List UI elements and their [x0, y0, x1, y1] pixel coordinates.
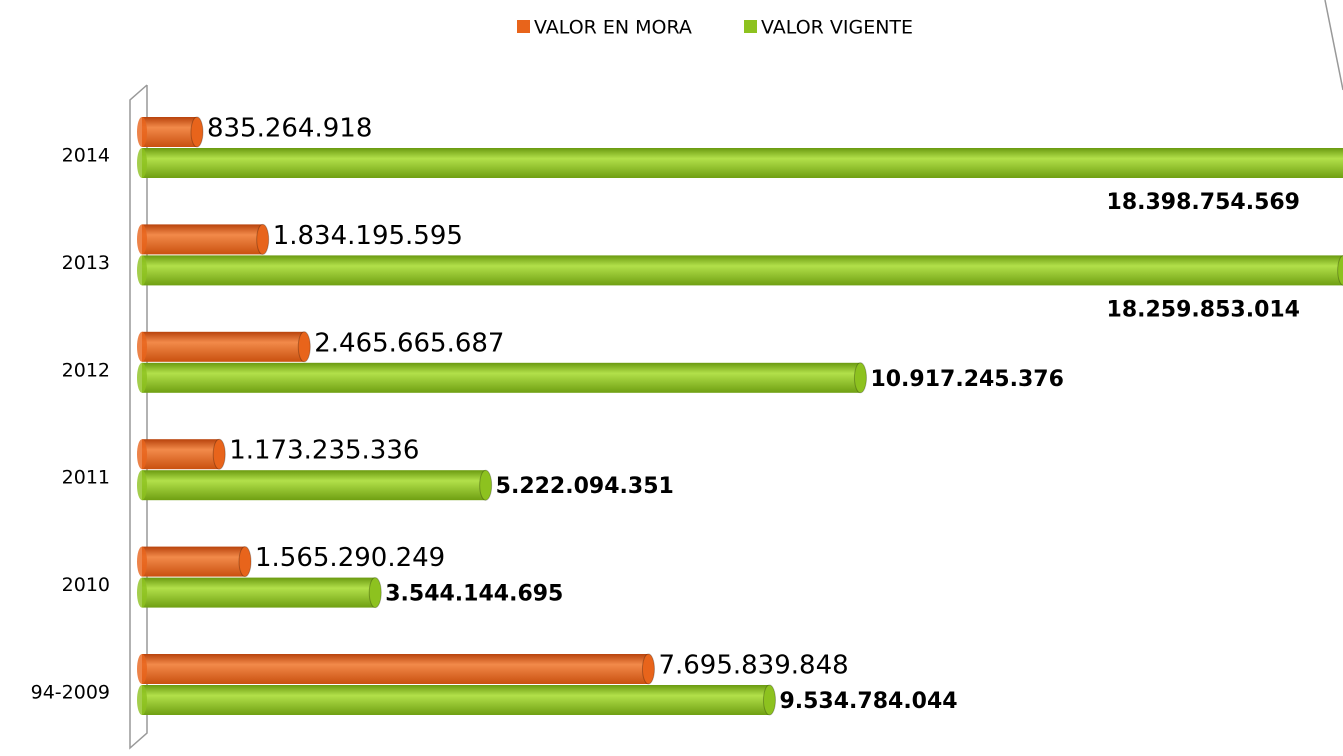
legend-label: VALOR EN MORA	[534, 17, 692, 39]
bar-base	[137, 546, 147, 577]
bar	[142, 224, 263, 255]
bar-cap	[297, 331, 311, 363]
bar	[142, 577, 376, 608]
data-label: 835.264.918	[207, 114, 372, 144]
bar-base	[137, 470, 147, 501]
bar-base	[137, 331, 147, 362]
bar-base	[137, 685, 147, 715]
data-label: 1.565.290.249	[255, 543, 445, 573]
y-tick-label: 2012	[62, 359, 110, 381]
bar	[142, 117, 197, 147]
bar-cap	[762, 684, 776, 716]
bar-base	[137, 362, 147, 393]
bar	[142, 654, 649, 684]
bar	[142, 470, 486, 501]
data-label: 18.398.754.569	[1107, 190, 1300, 215]
bar-cap	[368, 577, 382, 609]
bar-cap	[238, 546, 252, 578]
data-label: 3.544.144.695	[385, 582, 563, 607]
data-label: 5.222.094.351	[496, 474, 674, 499]
data-label: 1.173.235.336	[229, 436, 419, 466]
data-label: 10.917.245.376	[870, 367, 1063, 392]
data-label: 2.465.665.687	[314, 328, 504, 358]
bar	[142, 685, 770, 715]
y-tick-label: 2013	[62, 252, 110, 274]
bar-cap	[1337, 254, 1343, 286]
bar-cap	[479, 469, 493, 501]
bar	[142, 255, 1343, 286]
y-tick-label: 2014	[62, 145, 110, 167]
wall	[129, 0, 1343, 750]
bar-cap	[853, 362, 867, 394]
bar-cap	[190, 116, 204, 148]
bar	[142, 439, 220, 470]
data-label: 18.259.853.014	[1107, 297, 1300, 322]
bar	[142, 148, 1343, 178]
bar-base	[137, 224, 147, 255]
legend-swatch	[517, 20, 530, 33]
bar-cap	[256, 223, 270, 255]
y-tick-label: 2010	[62, 574, 110, 596]
bar-base	[137, 117, 147, 147]
y-tick-label: 2011	[62, 467, 110, 489]
data-label: 7.695.839.848	[658, 651, 848, 681]
bar-cap	[641, 653, 655, 685]
legend-swatch	[744, 20, 757, 33]
y-tick-label: 94-2009	[31, 682, 110, 704]
data-label: 9.534.784.044	[779, 689, 957, 714]
data-label: 1.834.195.595	[273, 221, 463, 251]
bar-base	[137, 654, 147, 684]
bar	[142, 546, 246, 577]
bar-base	[137, 439, 147, 470]
bar-cap	[212, 438, 226, 470]
legend-label: VALOR VIGENTE	[761, 17, 913, 39]
bar	[142, 362, 861, 393]
bar-base	[137, 255, 147, 286]
bar-base	[137, 148, 147, 178]
bar-base	[137, 577, 147, 608]
bar	[142, 331, 305, 362]
